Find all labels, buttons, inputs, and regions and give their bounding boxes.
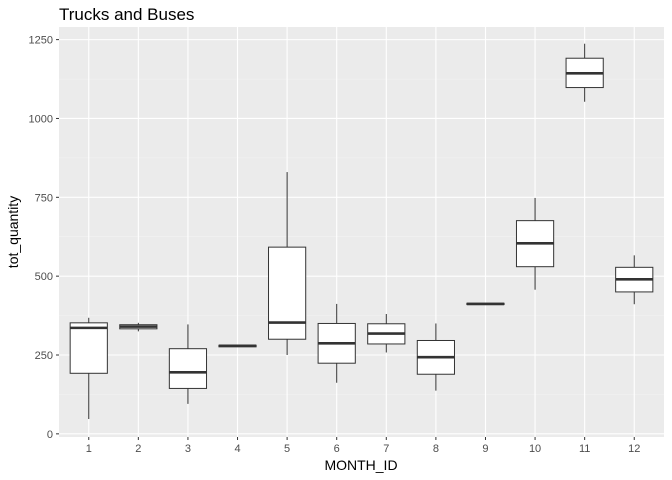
y-axis: 0 250 500 750 1000 1250	[29, 35, 59, 441]
box-month-9	[466, 302, 505, 306]
y-axis-title: tot_quantity	[5, 196, 21, 268]
boxes-group	[69, 43, 654, 420]
x-tick-label: 6	[334, 443, 340, 455]
y-tick-label: 1000	[29, 113, 53, 125]
x-tick-label: 8	[433, 443, 439, 455]
x-tick-label: 12	[628, 443, 640, 455]
x-axis: 1 2 3 4 5 6 7 8 9 10 11 12	[86, 437, 640, 455]
y-tick-label: 1250	[29, 35, 53, 47]
box-month-4	[218, 344, 257, 348]
box-month-1	[69, 317, 108, 420]
box-month-3	[168, 324, 208, 404]
x-tick-label: 5	[284, 443, 290, 455]
box-month-6	[317, 303, 356, 383]
y-tick-label: 250	[35, 350, 53, 362]
y-tick-label: 0	[47, 429, 53, 441]
box-month-12	[615, 255, 654, 305]
x-tick-label: 4	[234, 443, 240, 455]
chart-title: Trucks and Buses	[59, 5, 194, 24]
box-month-2	[119, 322, 158, 332]
x-tick-label: 3	[185, 443, 191, 455]
x-tick-label: 2	[135, 443, 141, 455]
y-tick-label: 750	[35, 192, 53, 204]
box-month-11	[565, 43, 604, 102]
x-tick-label: 11	[579, 443, 590, 455]
minor-gridlines	[59, 78, 664, 395]
x-tick-label: 10	[529, 443, 541, 455]
box-month-7	[367, 314, 406, 353]
box-iqr	[69, 322, 108, 374]
box-month-5	[268, 172, 307, 355]
box-iqr	[168, 348, 208, 389]
x-tick-label: 1	[86, 443, 92, 455]
box-month-10	[515, 197, 555, 290]
x-axis-title: MONTH_ID	[324, 457, 397, 473]
y-tick-label: 500	[35, 271, 53, 283]
x-tick-label: 7	[383, 443, 389, 455]
box-iqr	[268, 246, 307, 340]
box-month-8	[416, 323, 455, 391]
plot-panel	[59, 27, 664, 437]
x-tick-label: 9	[482, 443, 488, 455]
